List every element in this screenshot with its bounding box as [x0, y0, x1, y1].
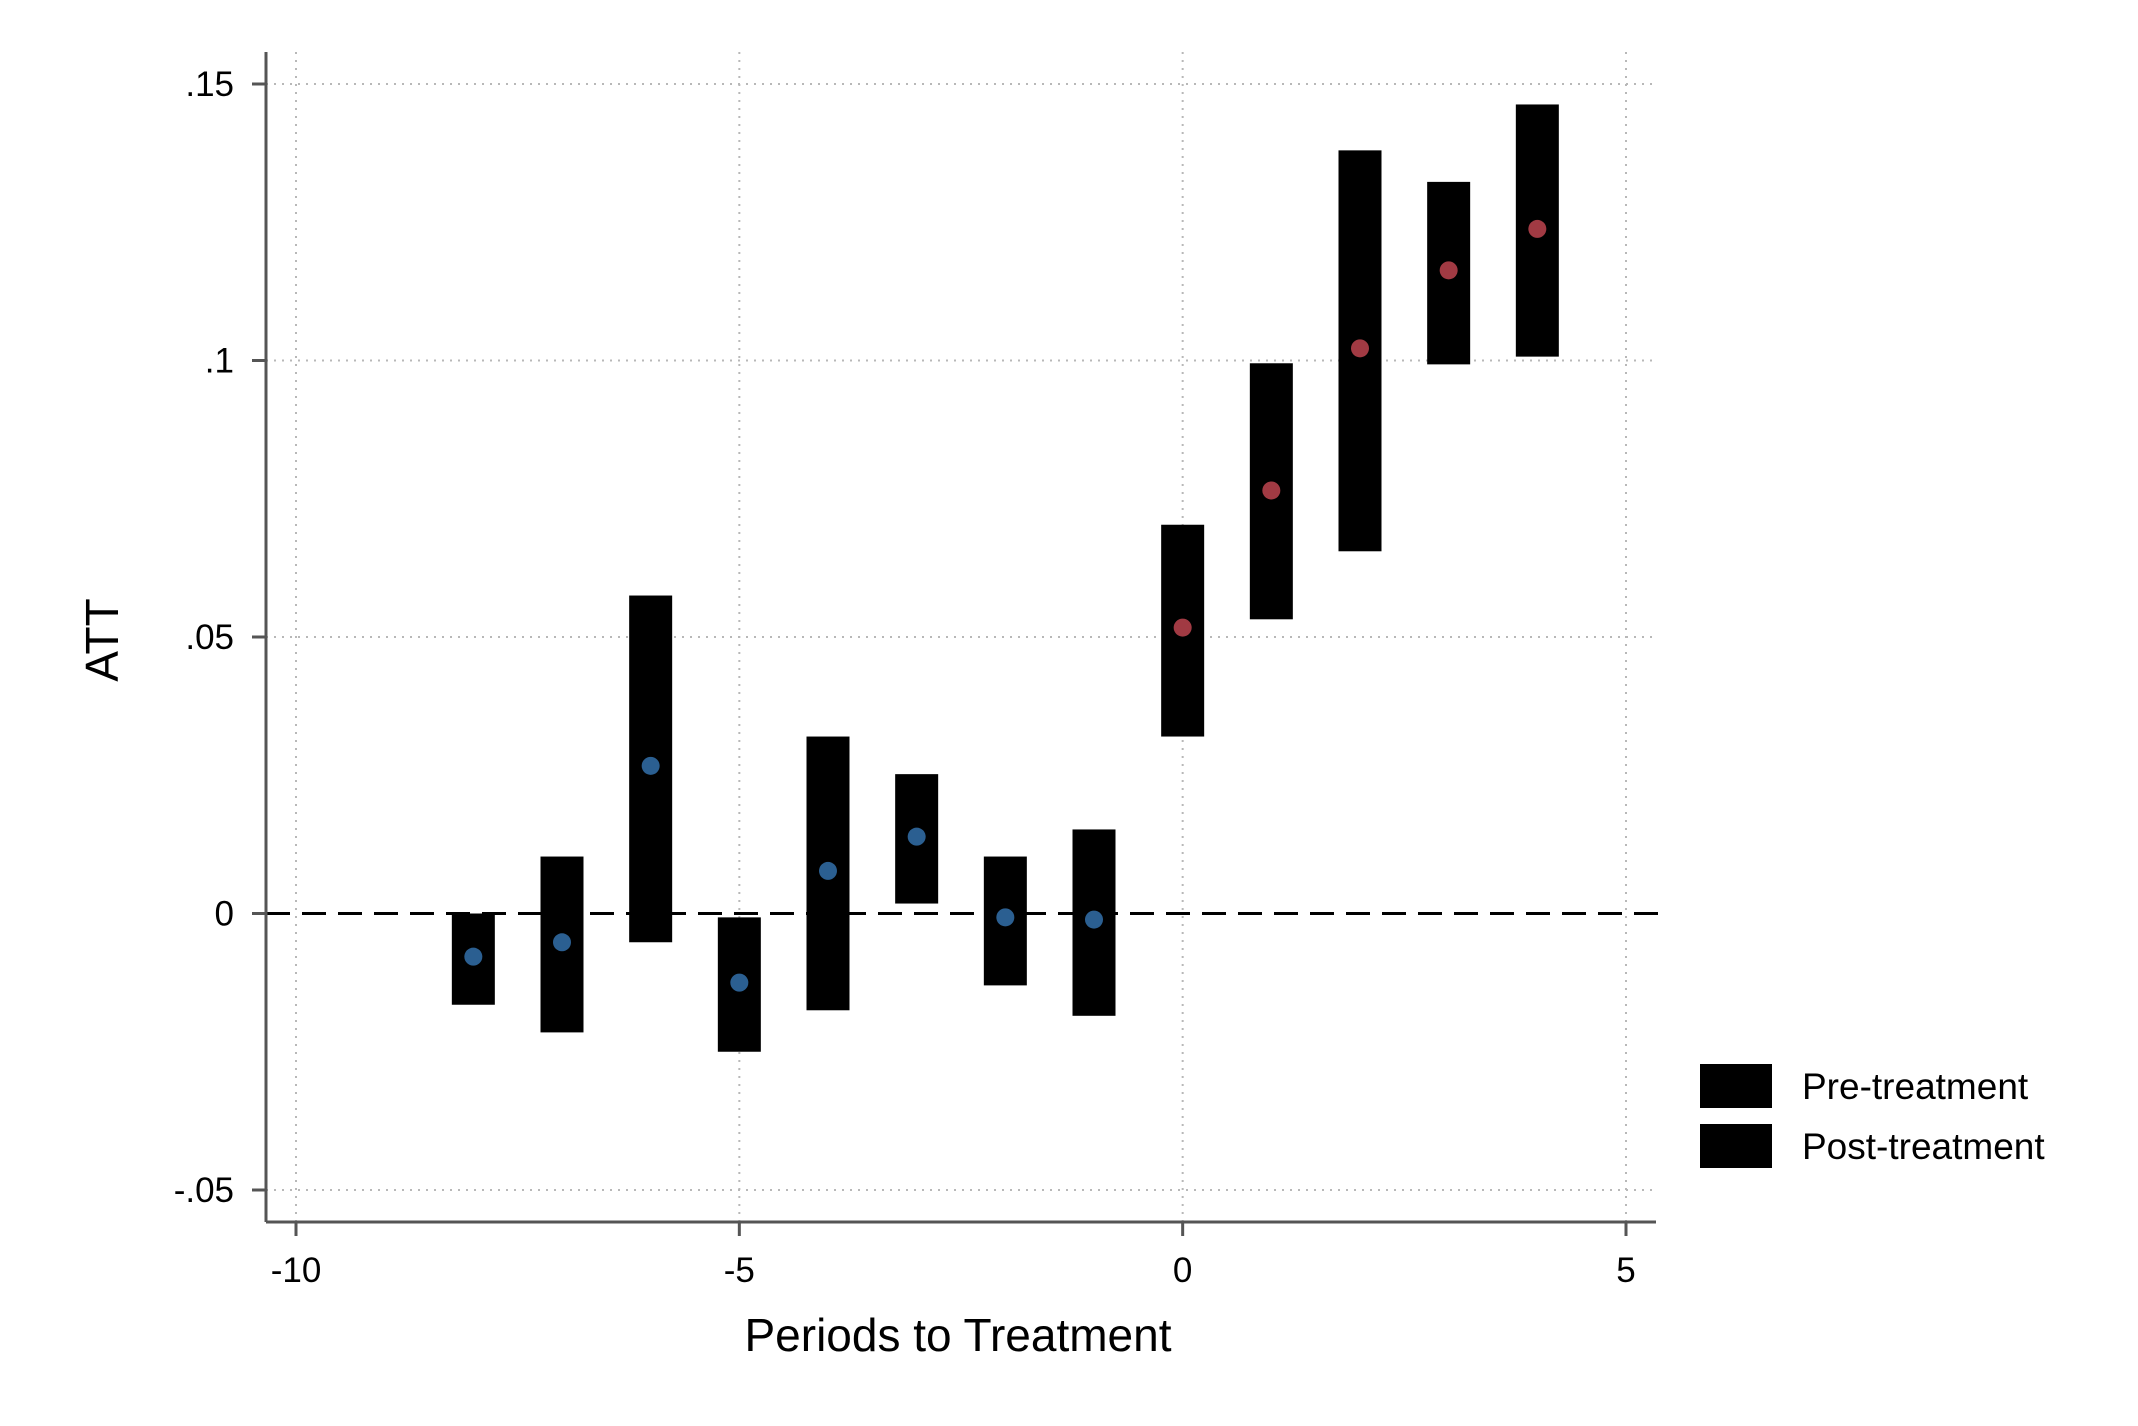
y-axis-title: ATT [76, 598, 128, 681]
x-tick-label: 0 [1173, 1251, 1192, 1290]
legend-label: Pre-treatment [1802, 1066, 2029, 1107]
legend: Pre-treatment Post-treatment [1700, 1064, 2045, 1168]
legend-swatch [1700, 1064, 1772, 1108]
legend-label: Post-treatment [1802, 1126, 2045, 1167]
point-estimate [1439, 261, 1458, 280]
x-tick-label: -5 [724, 1251, 755, 1290]
y-tick-label: .15 [185, 65, 234, 104]
point-estimate [1351, 339, 1369, 358]
plot-marks [451, 104, 1559, 1052]
point-estimate [1085, 910, 1103, 929]
point-estimate [641, 756, 660, 775]
point-estimate [464, 947, 483, 966]
y-tick-label: -.05 [174, 1171, 234, 1210]
point-estimate [996, 908, 1015, 927]
y-tick-label: 0 [215, 895, 234, 934]
legend-swatch [1700, 1124, 1772, 1168]
point-estimate [730, 973, 749, 992]
x-tick-label: 5 [1616, 1251, 1635, 1290]
y-tick-label: .05 [185, 618, 234, 657]
point-estimate [553, 933, 571, 952]
point-estimate [1262, 481, 1281, 500]
x-tick-label: -10 [271, 1251, 322, 1290]
point-estimate [1173, 618, 1192, 637]
point-estimate [1528, 219, 1547, 238]
axes: -.05 0 .05 .1 .15 -10 -5 0 5 [174, 52, 1656, 1290]
y-tick-label: .1 [205, 342, 234, 381]
point-estimate [819, 861, 837, 880]
x-axis-title: Periods to Treatment [745, 1309, 1172, 1361]
point-estimate [907, 827, 926, 846]
